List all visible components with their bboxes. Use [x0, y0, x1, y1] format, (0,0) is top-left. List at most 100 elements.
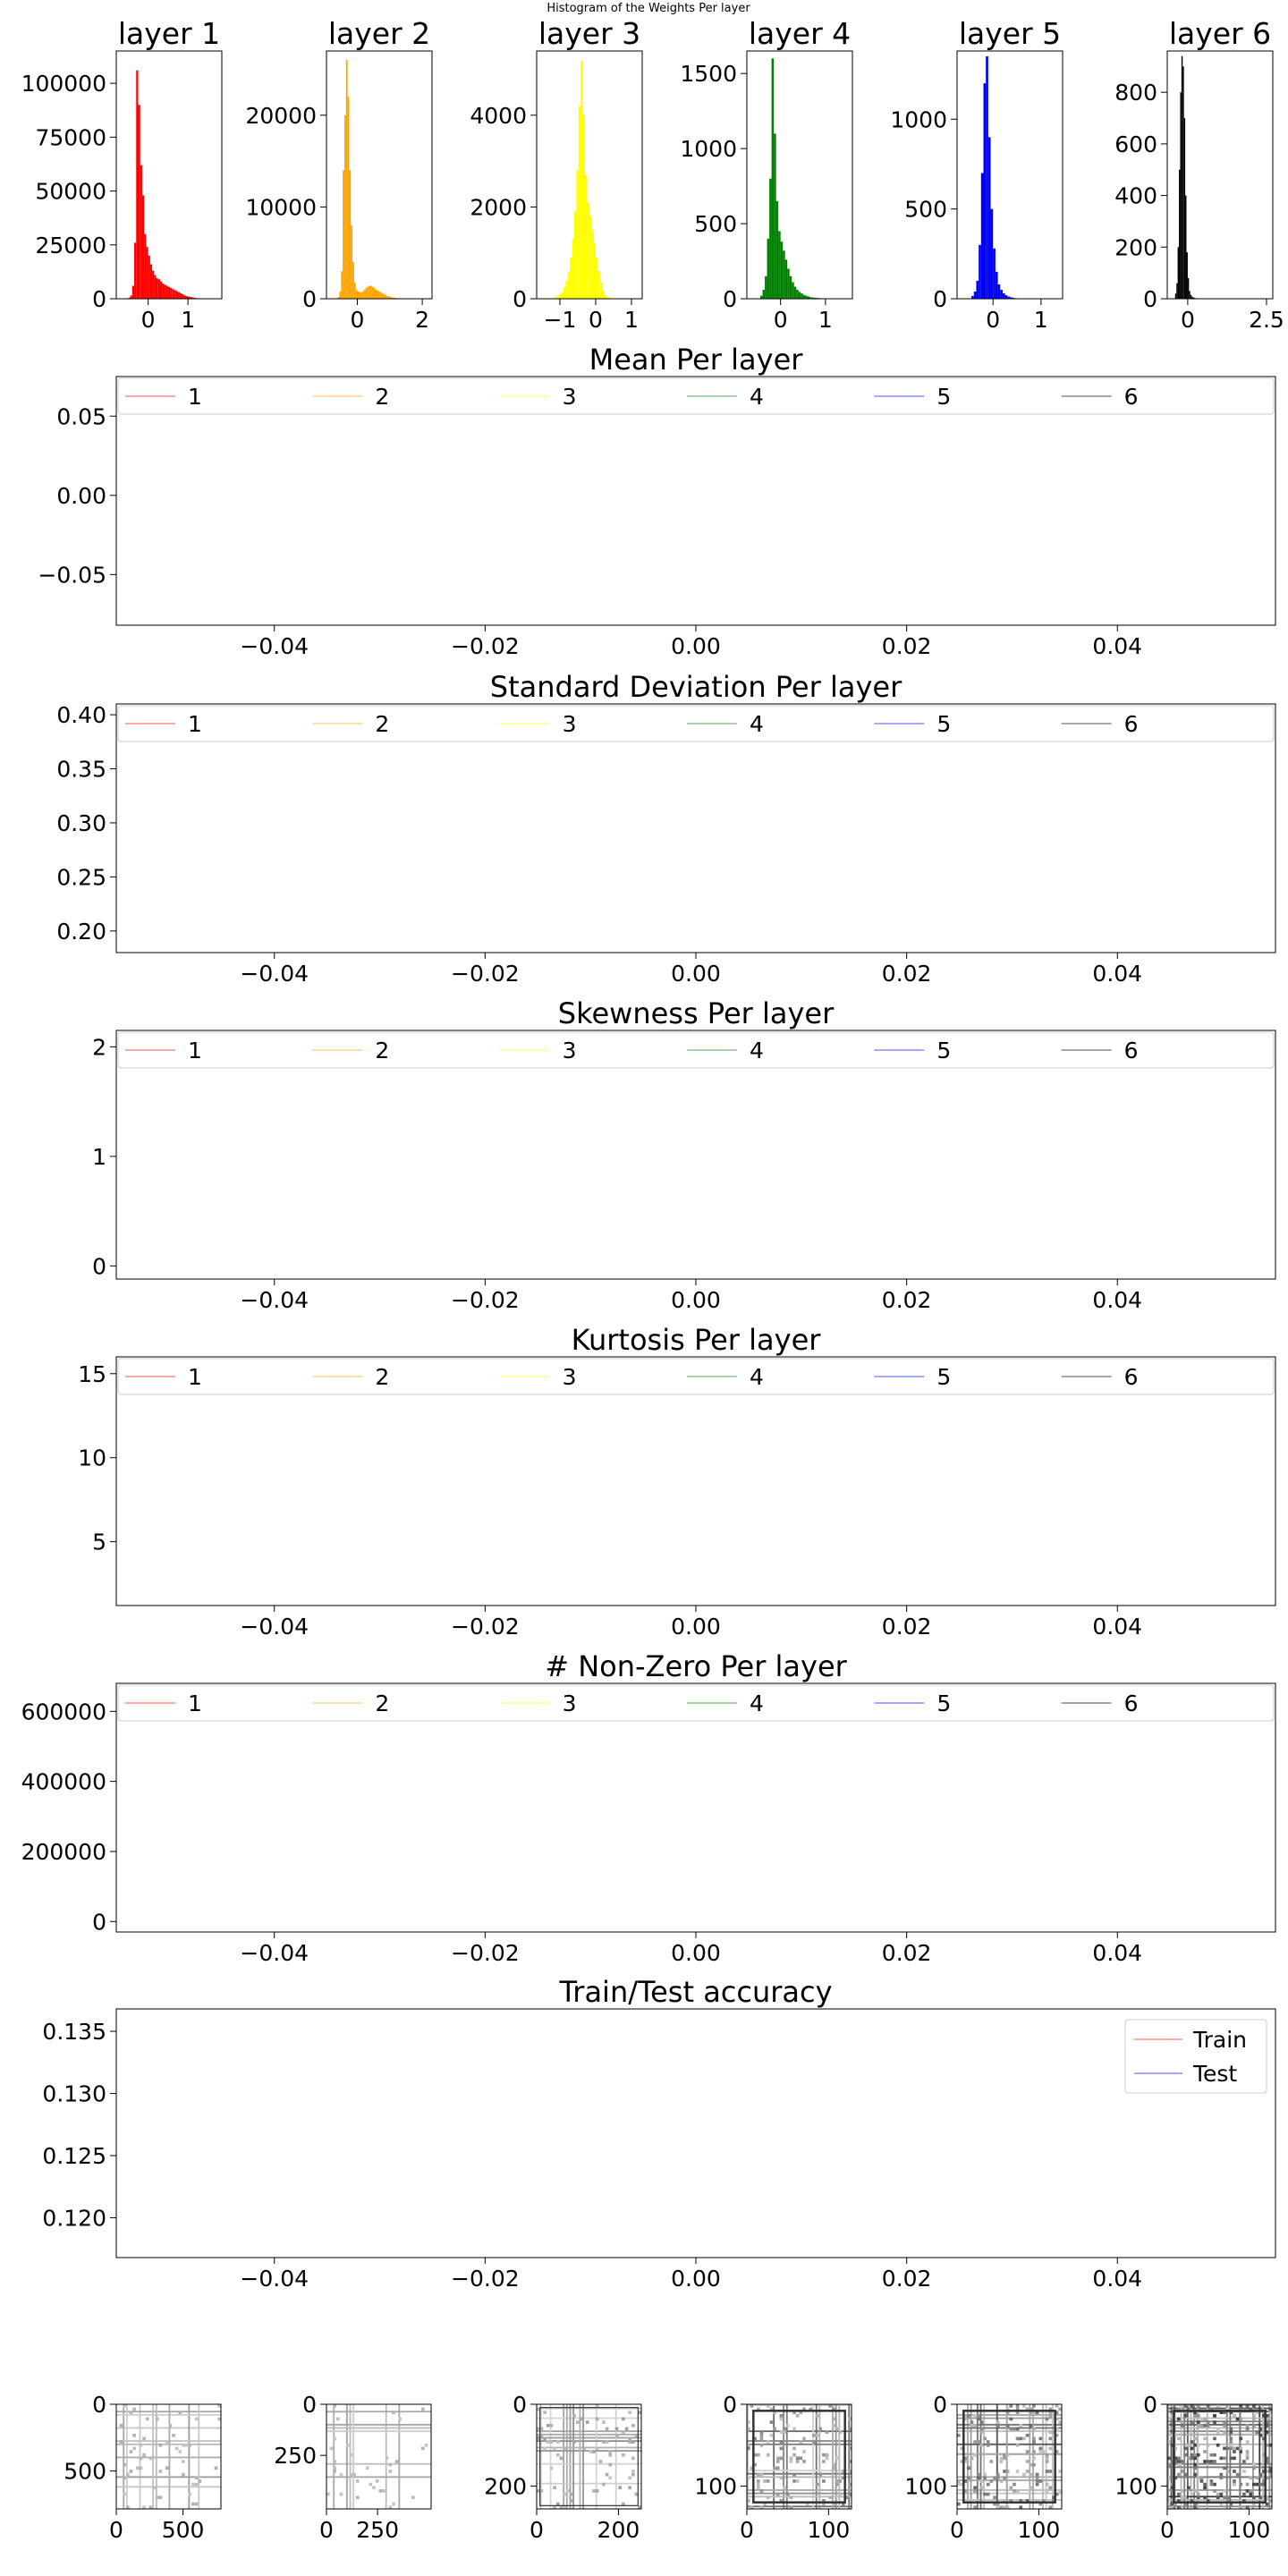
- matrix-cell: [773, 2466, 776, 2470]
- matrix-cell: [1180, 2420, 1184, 2424]
- matrix-cell: [973, 2486, 977, 2490]
- matrix-cell: [1025, 2470, 1030, 2473]
- histogram-bar: [780, 242, 784, 299]
- matrix-cell: [1048, 2407, 1053, 2411]
- matrix-cell: [1193, 2466, 1197, 2470]
- matrix-cell: [1035, 2482, 1039, 2487]
- matrix-cell: [191, 2502, 195, 2506]
- matrix-cell: [1058, 2407, 1062, 2411]
- matrix-cell: [148, 2456, 153, 2461]
- matrix-cell: [1223, 2411, 1226, 2414]
- matrix-cell: [1245, 2505, 1250, 2509]
- matrix-column-band: [1252, 2404, 1254, 2509]
- x-tick-label: 1: [624, 307, 639, 333]
- y-tick-label: 0: [723, 2392, 737, 2418]
- matrix-cell: [563, 2446, 566, 2451]
- axes-frame: [536, 2403, 642, 2510]
- matrix-cell: [624, 2427, 629, 2431]
- matrix-cell: [759, 2436, 764, 2441]
- matrix-cell: [1183, 2472, 1187, 2477]
- matrix-cell: [983, 2476, 987, 2480]
- matrix-cell: [1029, 2462, 1033, 2467]
- matrix-cell: [1213, 2460, 1216, 2463]
- matrix-cell: [960, 2446, 964, 2451]
- matrix-cell: [747, 2499, 750, 2503]
- matrix-cell: [608, 2462, 613, 2467]
- matrix-cell: [1265, 2460, 1269, 2463]
- matrix-row-band: [537, 2433, 641, 2436]
- histogram-bar: [157, 279, 160, 299]
- matrix-cell: [828, 2496, 833, 2500]
- matrix-cell: [753, 2462, 757, 2467]
- histogram-bar: [386, 295, 388, 299]
- matrix-cell: [1003, 2476, 1006, 2480]
- matrix-cell: [1015, 2407, 1020, 2411]
- histogram-bar: [1182, 66, 1184, 299]
- histogram-bar: [144, 233, 147, 299]
- matrix-cell: [1190, 2446, 1194, 2451]
- histogram-bar: [591, 230, 594, 299]
- matrix-cell: [326, 2492, 330, 2496]
- matrix-cell: [421, 2446, 425, 2451]
- matrix-cell: [182, 2460, 185, 2463]
- matrix-cell: [1229, 2502, 1233, 2506]
- matrix-cell: [539, 2433, 544, 2437]
- matrix-cell: [355, 2496, 360, 2500]
- matrix-cell: [766, 2440, 770, 2444]
- matrix-cell: [769, 2420, 774, 2424]
- matrix-cell: [996, 2505, 1000, 2509]
- matrix-column-band: [539, 2404, 542, 2509]
- y-tick-label: 0.30: [56, 810, 106, 836]
- matrix-cell: [543, 2436, 547, 2441]
- histogram-bar: [553, 297, 555, 299]
- matrix-cell: [783, 2427, 786, 2431]
- matrix-row-band: [537, 2436, 641, 2439]
- matrix-cell: [628, 2436, 632, 2441]
- matrix-cell: [598, 2460, 603, 2463]
- histogram-bar: [986, 56, 988, 300]
- matrix-cell: [622, 2453, 625, 2457]
- matrix-cell: [1176, 2417, 1181, 2421]
- matrix-cell: [818, 2472, 823, 2477]
- matrix-cell: [828, 2404, 833, 2408]
- histogram-bar: [134, 242, 137, 299]
- x-tick-label: 0.02: [882, 1287, 932, 1313]
- histogram-bar: [353, 282, 356, 299]
- legend-label: 2: [375, 1038, 389, 1063]
- y-tick-label: 0.40: [56, 702, 106, 728]
- x-tick-label: 0: [589, 307, 603, 333]
- x-tick-label: −0.02: [451, 1287, 520, 1313]
- histogram-bar: [771, 58, 775, 300]
- matrix-column-band: [1225, 2404, 1228, 2509]
- matrix-cell: [832, 2407, 835, 2411]
- matrix-cell: [1055, 2417, 1059, 2421]
- matrix-cell: [976, 2476, 980, 2480]
- matrix-cell: [970, 2423, 974, 2428]
- matrix-cell: [835, 2482, 839, 2487]
- matrix-cell: [1042, 2499, 1046, 2503]
- legend-label: 3: [563, 1038, 577, 1063]
- matrix-cell: [1045, 2453, 1049, 2457]
- matrix-cell: [614, 2433, 619, 2437]
- matrix-cell: [976, 2417, 980, 2421]
- matrix-cell: [618, 2486, 623, 2490]
- matrix-cell: [1025, 2499, 1030, 2503]
- matrix-row-band: [1167, 2462, 1272, 2465]
- y-tick-label: 400: [1114, 183, 1157, 209]
- matrix-cell: [1015, 2404, 1020, 2408]
- matrix-cell: [1209, 2479, 1214, 2483]
- matrix-cell: [766, 2453, 770, 2457]
- matrix-cell: [129, 2411, 133, 2414]
- matrix-column-band: [996, 2404, 998, 2509]
- matrix-cell: [135, 2466, 140, 2470]
- histogram-bar: [1174, 293, 1177, 299]
- matrix-cell: [1170, 2505, 1174, 2509]
- matrix-cell: [539, 2427, 544, 2431]
- matrix-cell: [572, 2413, 576, 2418]
- matrix-cell: [1019, 2499, 1023, 2503]
- matrix-cell: [129, 2450, 133, 2453]
- chart-title: Kurtosis Per layer: [572, 1323, 822, 1357]
